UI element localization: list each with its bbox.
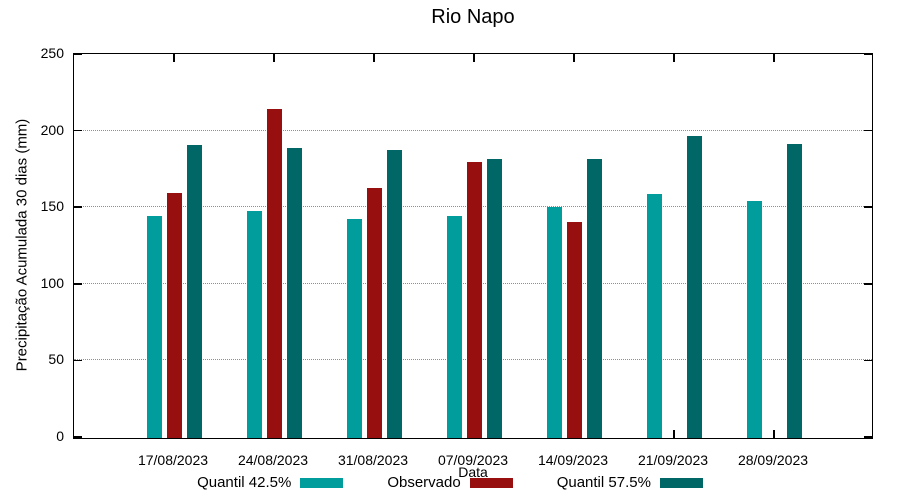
y-tick-mark — [74, 129, 82, 132]
bar-quantil-42.5- — [346, 218, 362, 438]
gridline — [74, 129, 872, 131]
y-axis-label: Precipitação Acumulada 30 dias (mm) — [13, 118, 31, 372]
y-tick-mark — [864, 129, 872, 132]
legend-label: Quantil 57.5% — [556, 474, 651, 491]
bar-quantil-57.5- — [286, 148, 302, 438]
x-tick-label: 28/09/2023 — [737, 452, 809, 468]
bar-observado — [466, 162, 482, 438]
x-tick-mark — [673, 430, 675, 438]
y-tick-label: 150 — [40, 198, 64, 215]
x-tick-label: 07/09/2023 — [437, 452, 509, 468]
y-tick-mark — [864, 359, 872, 362]
y-tick-mark — [74, 53, 82, 55]
bar-observado — [166, 192, 182, 438]
bar-quantil-42.5- — [746, 200, 762, 438]
bar-observado — [566, 222, 582, 438]
y-tick-label: 50 — [48, 351, 64, 368]
x-tick-mark — [373, 54, 375, 62]
legend: Quantil 42.5% Observado Quantil 57.5% — [0, 474, 900, 491]
bar-quantil-57.5- — [586, 159, 602, 438]
x-tick-label: 24/08/2023 — [237, 452, 309, 468]
x-tick-label: 17/08/2023 — [137, 452, 209, 468]
plot-area — [73, 53, 873, 439]
y-tick-mark — [864, 53, 872, 55]
bar-quantil-42.5- — [646, 194, 662, 438]
legend-label: Observado — [387, 474, 461, 491]
x-tick-label: 14/09/2023 — [537, 452, 609, 468]
legend-swatch-icon — [469, 477, 513, 488]
x-tick-label: 21/09/2023 — [637, 452, 709, 468]
legend-entry: Quantil 42.5% — [197, 474, 344, 491]
y-tick-mark — [864, 283, 872, 285]
x-tick-mark — [173, 54, 175, 62]
bar-quantil-57.5- — [786, 143, 802, 438]
x-tick-mark — [573, 54, 575, 62]
y-tick-label: 200 — [40, 121, 64, 138]
legend-entry: Quantil 57.5% — [557, 474, 703, 491]
legend-swatch-icon — [300, 477, 344, 488]
y-tick-mark — [74, 436, 82, 438]
chart-title: Rio Napo — [431, 6, 515, 28]
x-tick-mark — [273, 54, 275, 62]
y-tick-mark — [864, 436, 872, 438]
y-tick-label: 100 — [40, 274, 64, 291]
y-tick-mark — [74, 283, 82, 285]
bar-quantil-57.5- — [486, 159, 502, 438]
bar-quantil-42.5- — [546, 206, 562, 438]
bar-quantil-57.5- — [686, 136, 702, 438]
y-tick-label: 0 — [56, 428, 64, 444]
y-tick-mark — [74, 206, 82, 208]
y-tick-label: 250 — [40, 45, 64, 61]
x-tick-mark — [473, 54, 475, 62]
x-tick-label: 31/08/2023 — [337, 452, 409, 468]
bar-observado — [266, 108, 282, 438]
bar-quantil-57.5- — [186, 145, 202, 438]
legend-label: Quantil 42.5% — [197, 474, 292, 491]
y-tick-mark — [74, 359, 82, 362]
x-tick-mark — [673, 54, 675, 62]
legend-swatch-icon — [659, 477, 703, 488]
bar-quantil-57.5- — [386, 149, 402, 438]
y-tick-mark — [864, 206, 872, 208]
bar-quantil-42.5- — [146, 215, 162, 438]
x-tick-mark — [773, 54, 775, 62]
legend-entry: Observado — [387, 474, 513, 491]
bar-observado — [366, 188, 382, 438]
bar-quantil-42.5- — [446, 215, 462, 438]
x-axis-label: Data — [458, 464, 488, 480]
bar-quantil-42.5- — [246, 211, 262, 438]
x-tick-mark — [773, 430, 775, 438]
